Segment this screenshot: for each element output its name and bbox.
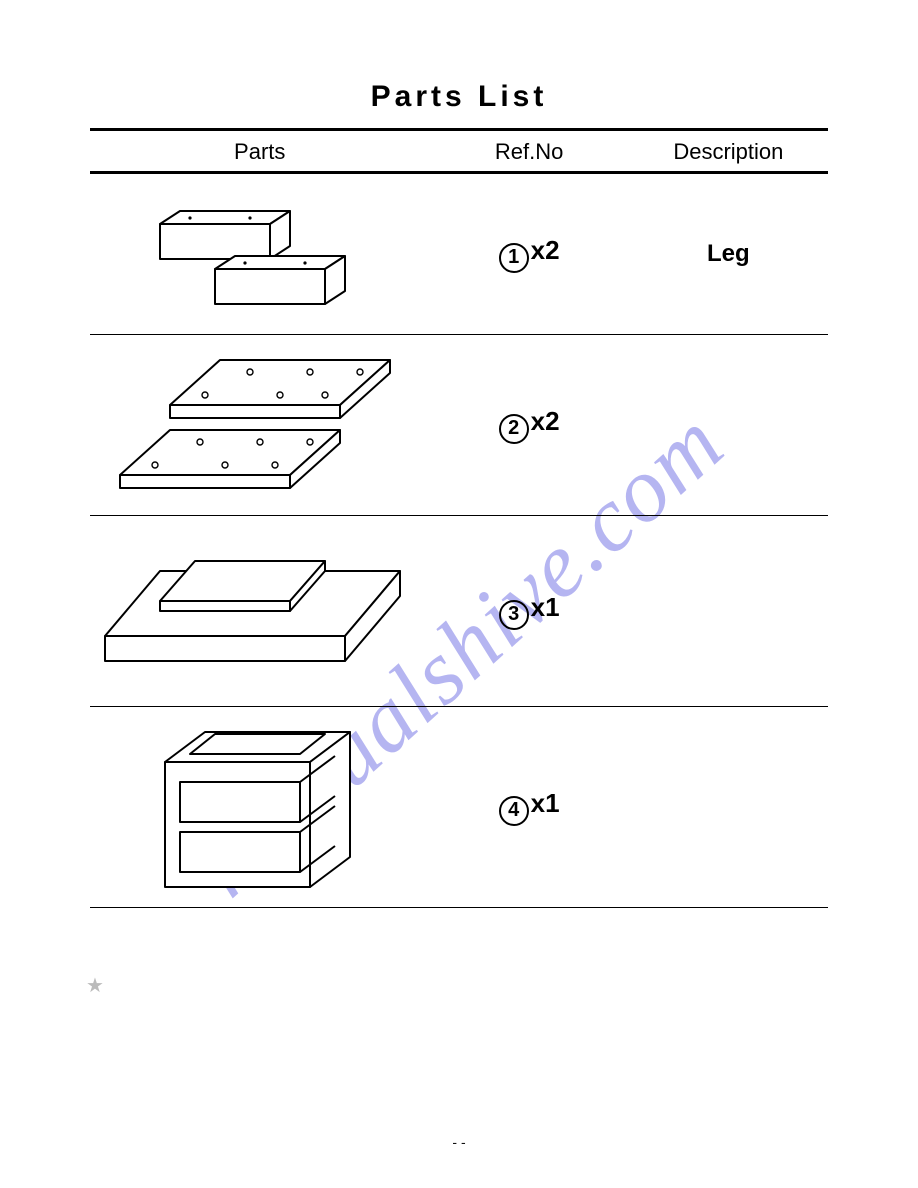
parts-cell [90, 712, 429, 902]
ref-qty: x2 [531, 406, 560, 436]
page-title: Parts List [90, 80, 828, 114]
col-parts-header: Parts [90, 131, 429, 171]
legs-drawing [130, 189, 390, 319]
ref-qty: x1 [531, 592, 560, 622]
page-footer: - - [0, 1134, 918, 1150]
ref-number-circle: 2 [499, 414, 529, 444]
box-drawing [140, 712, 380, 902]
col-ref-header: Ref.No [429, 131, 628, 171]
ref-cell: 4x1 [429, 788, 628, 826]
table-row: 2x2 [90, 335, 828, 516]
ref-qty: x2 [531, 235, 560, 265]
star-icon: ★ [86, 973, 104, 998]
parts-rows: 1x2Leg 2x2 3x1 4x1 [90, 174, 828, 908]
column-headers: Parts Ref.No Description [90, 131, 828, 171]
ref-number-circle: 3 [499, 600, 529, 630]
desc-cell: Leg [629, 240, 828, 268]
parts-cell [90, 189, 429, 319]
ref-number-circle: 1 [499, 243, 529, 273]
ref-cell: 1x2 [429, 235, 628, 273]
ref-cell: 2x2 [429, 406, 628, 444]
slab-drawing [100, 526, 420, 696]
col-desc-header: Description [629, 131, 828, 171]
ref-number-circle: 4 [499, 796, 529, 826]
plates-drawing [110, 340, 410, 510]
ref-qty: x1 [531, 788, 560, 818]
parts-cell [90, 526, 429, 696]
table-row: 3x1 [90, 516, 828, 707]
parts-cell [90, 340, 429, 510]
table-row: 4x1 [90, 707, 828, 908]
table-row: 1x2Leg [90, 174, 828, 335]
ref-cell: 3x1 [429, 592, 628, 630]
